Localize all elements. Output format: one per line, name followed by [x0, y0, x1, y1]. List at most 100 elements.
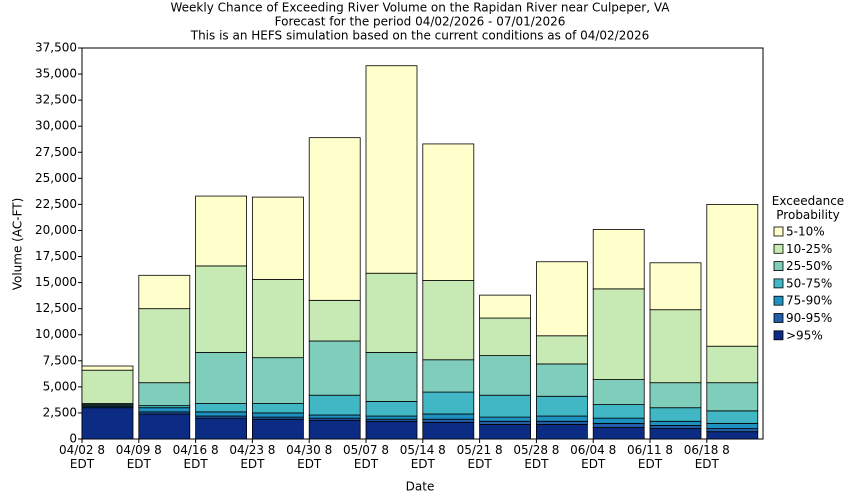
bar-segment — [649, 425, 702, 429]
bar-segment — [592, 427, 645, 440]
bar-segment — [479, 420, 532, 425]
bar-segment — [81, 369, 134, 404]
chart-title: Weekly Chance of Exceeding River Volume … — [171, 1, 671, 15]
bar-segment — [536, 420, 588, 425]
bar-segment — [422, 359, 475, 393]
legend-title: Exceedance Probability — [771, 194, 845, 222]
bar-segment — [592, 229, 645, 290]
bar-segment — [365, 415, 418, 420]
y-tick-label: 37,500 — [35, 41, 77, 55]
bar-segment — [138, 407, 191, 413]
x-tick-label: 04/09 8 EDT — [115, 443, 162, 471]
bar-segment — [138, 382, 191, 407]
bar-segment — [592, 422, 645, 428]
bar-segment — [536, 395, 588, 417]
bar-segment — [649, 262, 702, 311]
y-tick-label: 22,500 — [35, 197, 77, 211]
bar-segment — [706, 410, 759, 424]
y-tick-label: 12,500 — [35, 301, 77, 315]
bar-segment — [479, 416, 532, 422]
bar-segment — [308, 414, 361, 419]
y-tick-label: 10,000 — [35, 327, 77, 341]
bar-segment — [536, 363, 588, 397]
y-tick-label: 15,000 — [35, 275, 77, 289]
bar-segment — [479, 394, 532, 418]
bar-segment — [251, 196, 304, 280]
y-tick-label: 5,000 — [43, 379, 77, 393]
bar-segment — [649, 407, 702, 422]
x-tick-label: 04/02 8 EDT — [58, 443, 106, 471]
bar-segment — [706, 382, 759, 412]
bar-segment — [308, 340, 361, 396]
bar-segment — [649, 309, 702, 384]
bar-segment — [195, 417, 248, 440]
y-tick-label: 27,500 — [35, 145, 77, 159]
legend-swatch — [773, 261, 784, 272]
legend-swatch — [773, 278, 784, 289]
bar-segment — [422, 421, 475, 440]
bar-segment — [536, 335, 588, 365]
bar-segment — [138, 274, 191, 310]
bar-segment — [479, 294, 532, 319]
bar-segment — [422, 418, 475, 423]
bar-segment — [251, 279, 304, 359]
bar-segment — [706, 428, 759, 433]
x-tick-label: 05/28 8 EDT — [513, 443, 560, 471]
bar-segment — [308, 419, 361, 440]
bar-segment — [365, 401, 418, 417]
legend-swatch — [773, 330, 784, 341]
bar-segment — [308, 137, 361, 301]
bar-segment — [422, 280, 475, 361]
bar-segment — [592, 417, 645, 424]
bar-segment — [706, 431, 759, 440]
x-tick-label: 05/14 8 EDT — [399, 443, 446, 471]
bar-segment — [479, 424, 532, 440]
legend-swatch — [773, 295, 784, 306]
legend-label: 90-95% — [786, 311, 832, 325]
bar-segment — [365, 420, 418, 440]
bar-segment — [195, 195, 248, 267]
bar-segment — [308, 394, 361, 416]
bar-segment — [479, 317, 532, 356]
bar-segment — [251, 412, 304, 418]
y-tick-label: 20,000 — [35, 223, 77, 237]
bar-segment — [365, 272, 418, 353]
x-tick-label: 04/30 8 EDT — [286, 443, 333, 471]
legend-swatch — [773, 313, 784, 323]
bar-segment — [592, 288, 645, 380]
bar-segment — [365, 65, 418, 274]
bar-segment — [195, 352, 248, 404]
x-tick-label: 04/23 8 EDT — [229, 443, 276, 471]
x-tick-label: 06/18 8 EDT — [683, 443, 730, 471]
bar-segment — [479, 355, 532, 396]
bar-segment — [365, 352, 418, 402]
bar-segment — [81, 407, 134, 440]
y-tick-label: 7,500 — [43, 353, 77, 367]
bar-segment — [251, 418, 304, 440]
bar-segment — [81, 365, 134, 371]
x-tick-label: 06/11 8 EDT — [626, 443, 674, 471]
y-tick-label: 32,500 — [35, 93, 77, 107]
bar-segment — [536, 424, 588, 440]
bar-segment — [251, 403, 304, 414]
bar-segment — [422, 143, 475, 281]
x-axis-label: Date — [406, 480, 435, 494]
bar-segment — [422, 391, 475, 415]
bar-segment — [706, 345, 759, 384]
legend-swatch — [773, 243, 784, 254]
bar-segment — [706, 422, 759, 429]
legend-swatch — [773, 226, 784, 237]
bar-segment — [138, 413, 191, 440]
legend-label: 10-25% — [786, 242, 832, 256]
bar-segment — [592, 404, 645, 419]
y-tick-label: 25,000 — [35, 171, 77, 185]
legend-label: 75-90% — [786, 294, 832, 308]
bar-segment — [536, 415, 588, 422]
y-tick-label: 17,500 — [35, 249, 77, 263]
bar-segment — [251, 357, 304, 404]
legend-label: 50-75% — [786, 276, 832, 290]
chart-subtitle: Forecast for the period 04/02/2026 - 07/… — [275, 15, 566, 29]
bar-segment — [422, 413, 475, 420]
y-axis-label: Volume (AC-FT) — [11, 198, 25, 291]
